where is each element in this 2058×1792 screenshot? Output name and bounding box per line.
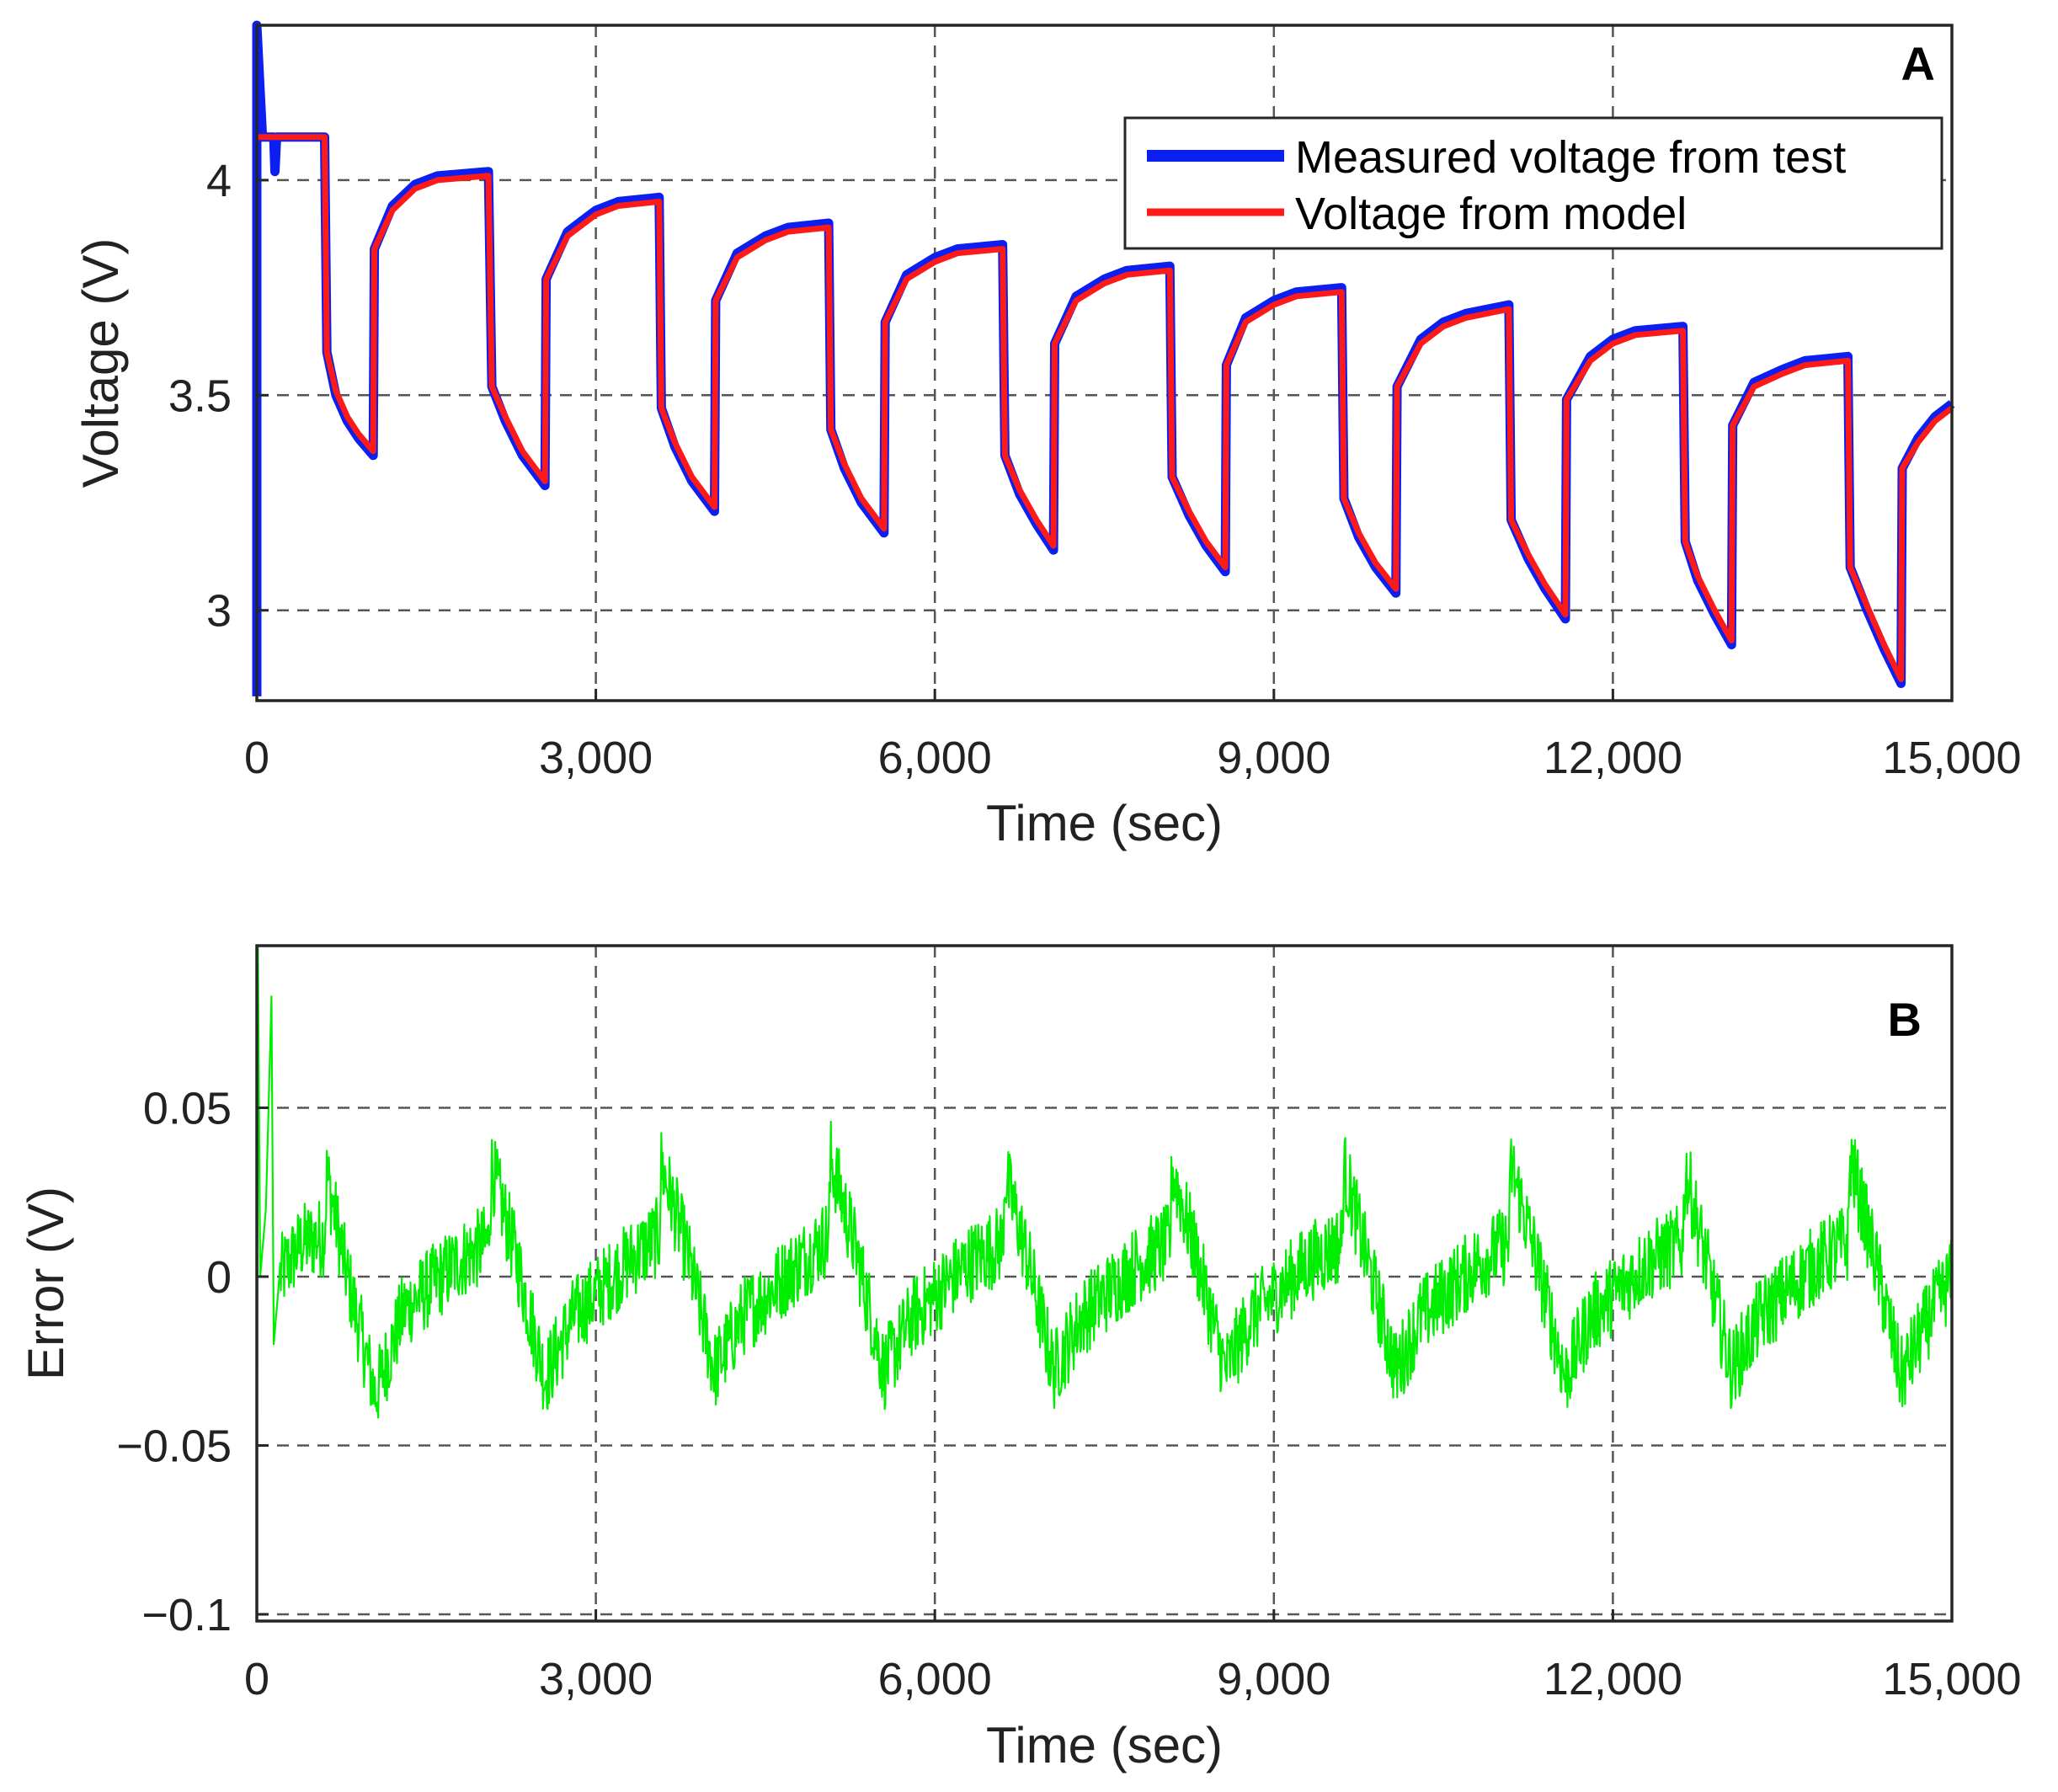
x-tick-label: 0 [244, 733, 269, 783]
y-tick-label: −0.05 [116, 1421, 232, 1471]
voltage-chart-legend: Measured voltage from test Voltage from … [1123, 116, 1943, 250]
series-line-model-voltage [257, 134, 1954, 682]
error-chart-grid [257, 946, 1952, 1621]
y-tick-label: 0 [206, 1252, 232, 1303]
error-chart-axes-box [255, 944, 1954, 1623]
x-tick-label: 3,000 [539, 733, 653, 783]
voltage-chart-ticks: 0 3,000 6,000 9,000 12,000 15,000 3 3.5 4 [168, 156, 2022, 783]
y-tick-label: 3 [206, 586, 232, 637]
x-tick-label: 6,000 [878, 1654, 992, 1704]
voltage-chart-y-axis-title: Voltage (V) [72, 238, 129, 488]
x-tick-label: 0 [244, 1654, 269, 1704]
error-chart-ticks: 0 3,000 6,000 9,000 12,000 15,000 −0.1 −0.05 0 0.… [116, 1083, 2021, 1704]
voltage-chart-panel: 0 3,000 6,000 9,000 12,000 15,000 3 3.5 4 A Time… [72, 20, 2022, 851]
error-chart-x-axis-title: Time (sec) [986, 1717, 1223, 1773]
voltage-chart-axes-box [255, 24, 1954, 702]
series-line-error [255, 944, 1954, 1615]
x-tick-label: 15,000 [1882, 733, 2021, 783]
legend-label-model: Voltage from model [1295, 189, 1687, 239]
voltage-chart-series [252, 20, 1955, 696]
x-tick-label: 15,000 [1882, 1654, 2021, 1704]
panel-label-a: A [1901, 37, 1935, 90]
y-tick-label: 3.5 [168, 371, 232, 421]
x-tick-label: 9,000 [1217, 1654, 1330, 1704]
panel-label-b: B [1888, 993, 1922, 1046]
x-tick-label: 6,000 [878, 733, 992, 783]
voltage-chart-x-axis-title: Time (sec) [986, 795, 1223, 851]
legend-label-measured: Measured voltage from test [1295, 132, 1846, 183]
x-tick-label: 12,000 [1544, 1654, 1682, 1704]
y-tick-label: 0.05 [143, 1083, 232, 1133]
y-tick-label: −0.1 [141, 1590, 232, 1640]
legend-box [1123, 116, 1943, 250]
error-chart-series [255, 944, 1954, 1615]
error-chart-y-axis-title: Error (V) [18, 1187, 74, 1380]
x-tick-label: 3,000 [539, 1654, 653, 1704]
y-tick-label: 4 [206, 156, 232, 206]
x-tick-label: 9,000 [1217, 733, 1330, 783]
error-chart-panel: 0 3,000 6,000 9,000 12,000 15,000 −0.1 −0.05 0 0.… [18, 944, 2022, 1773]
x-tick-label: 12,000 [1544, 733, 1682, 783]
